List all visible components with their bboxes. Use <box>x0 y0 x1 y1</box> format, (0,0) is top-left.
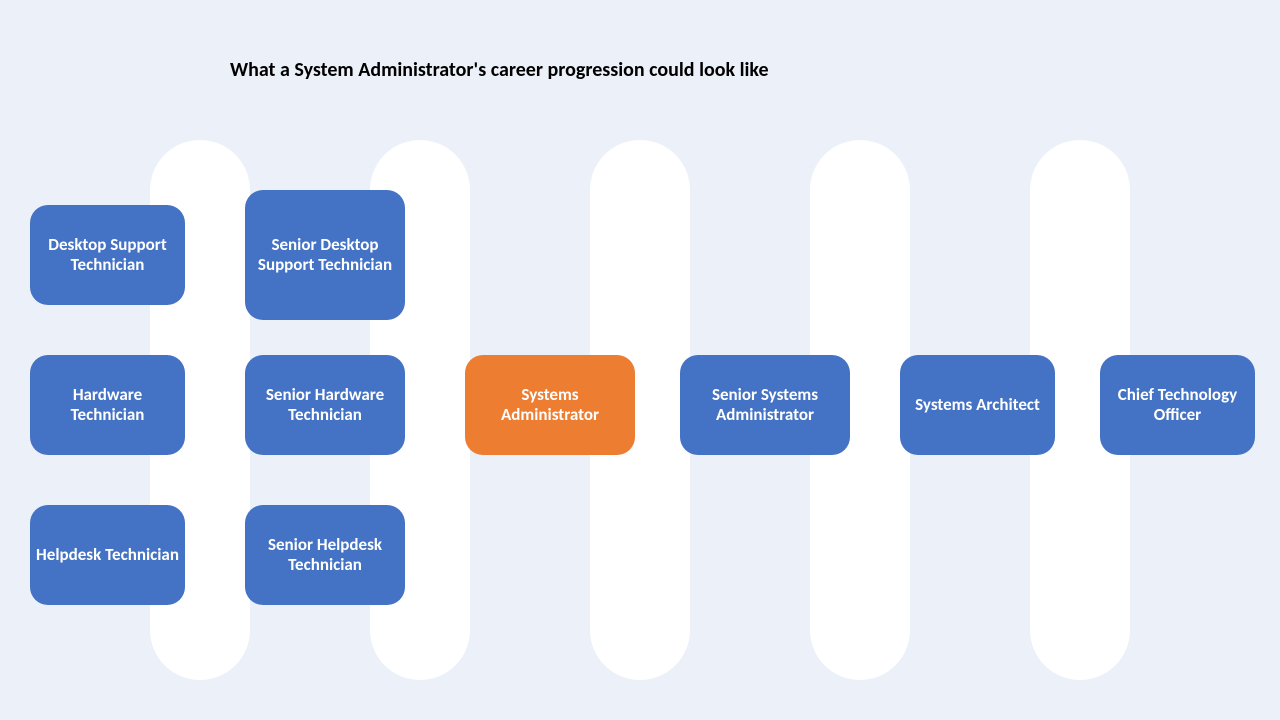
node-sr_hardware: Senior Hardware Technician <box>245 355 405 455</box>
node-cto: Chief Technology Officer <box>1100 355 1255 455</box>
node-sysadmin: Systems Administrator <box>465 355 635 455</box>
node-sr_sysadmin: Senior Systems Administrator <box>680 355 850 455</box>
node-sr_desktop: Senior Desktop Support Technician <box>245 190 405 320</box>
diagram-title: What a System Administrator's career pro… <box>230 58 769 82</box>
node-architect: Systems Architect <box>900 355 1055 455</box>
node-desktop: Desktop Support Technician <box>30 205 185 305</box>
node-hardware: Hardware Technician <box>30 355 185 455</box>
node-helpdesk: Helpdesk Technician <box>30 505 185 605</box>
node-sr_helpdesk: Senior Helpdesk Technician <box>245 505 405 605</box>
diagram-canvas: What a System Administrator's career pro… <box>0 0 1280 720</box>
